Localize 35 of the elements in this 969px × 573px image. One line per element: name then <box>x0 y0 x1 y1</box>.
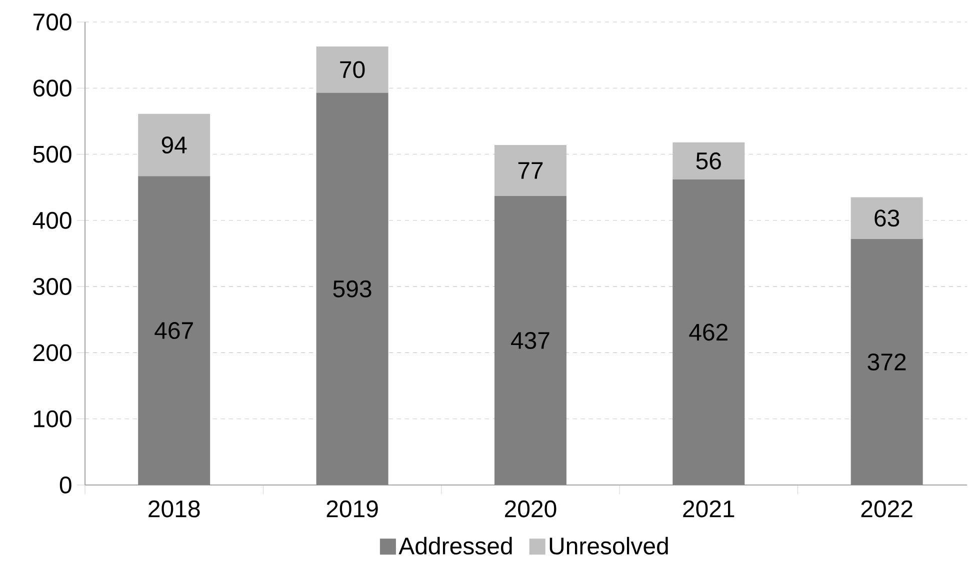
y-tick-label: 400 <box>32 212 72 229</box>
bar <box>672 142 745 180</box>
bar <box>138 176 210 485</box>
bar <box>850 197 923 239</box>
bar <box>672 179 745 485</box>
bar <box>494 145 566 196</box>
data-label: 63 <box>874 210 900 227</box>
y-tick-label: 0 <box>60 476 72 494</box>
x-tick-label: 2019 <box>326 500 378 518</box>
x-tick-label: 2018 <box>148 500 200 518</box>
x-tick-label: 2020 <box>504 500 556 518</box>
data-label: 462 <box>689 324 728 341</box>
bar <box>850 238 923 485</box>
data-label: 94 <box>162 136 187 154</box>
y-tick-label: 600 <box>33 80 72 97</box>
data-label: 467 <box>154 322 193 340</box>
data-label: 56 <box>696 152 721 170</box>
y-tick-label: 300 <box>33 278 72 296</box>
data-label: 593 <box>333 280 372 298</box>
bar <box>494 196 566 485</box>
x-tick-label: 2022 <box>861 500 912 518</box>
y-tick-label: 100 <box>34 410 72 428</box>
x-tick-label: 2021 <box>683 500 734 518</box>
data-label: 70 <box>340 61 365 78</box>
y-tick-label: 200 <box>33 344 72 362</box>
data-label: 372 <box>868 353 906 370</box>
legend-label: Addressed <box>398 536 512 555</box>
bar <box>138 114 210 176</box>
y-tick-label: 500 <box>33 146 72 163</box>
data-label: 437 <box>510 332 550 349</box>
bar <box>316 92 388 485</box>
data-label: 77 <box>518 162 543 179</box>
legend-label: Unresolved <box>550 536 668 555</box>
y-tick-label: 700 <box>33 13 72 30</box>
bar <box>316 46 388 93</box>
